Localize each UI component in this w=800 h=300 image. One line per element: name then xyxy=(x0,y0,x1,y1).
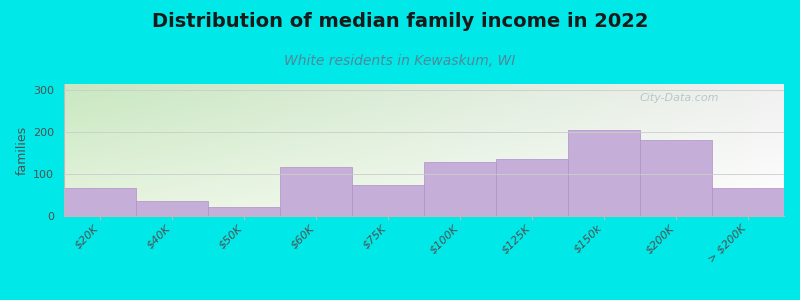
Bar xyxy=(712,188,784,216)
Bar xyxy=(424,161,496,216)
Text: Distribution of median family income in 2022: Distribution of median family income in … xyxy=(152,12,648,31)
Bar xyxy=(496,159,568,216)
Text: City-Data.com: City-Data.com xyxy=(640,93,719,103)
Bar xyxy=(280,167,352,216)
Text: White residents in Kewaskum, WI: White residents in Kewaskum, WI xyxy=(284,54,516,68)
Bar xyxy=(136,201,208,216)
Y-axis label: families: families xyxy=(16,125,29,175)
Bar xyxy=(640,140,712,216)
Bar xyxy=(568,130,640,216)
Bar xyxy=(64,188,136,216)
Bar xyxy=(208,207,280,216)
Bar xyxy=(352,184,424,216)
